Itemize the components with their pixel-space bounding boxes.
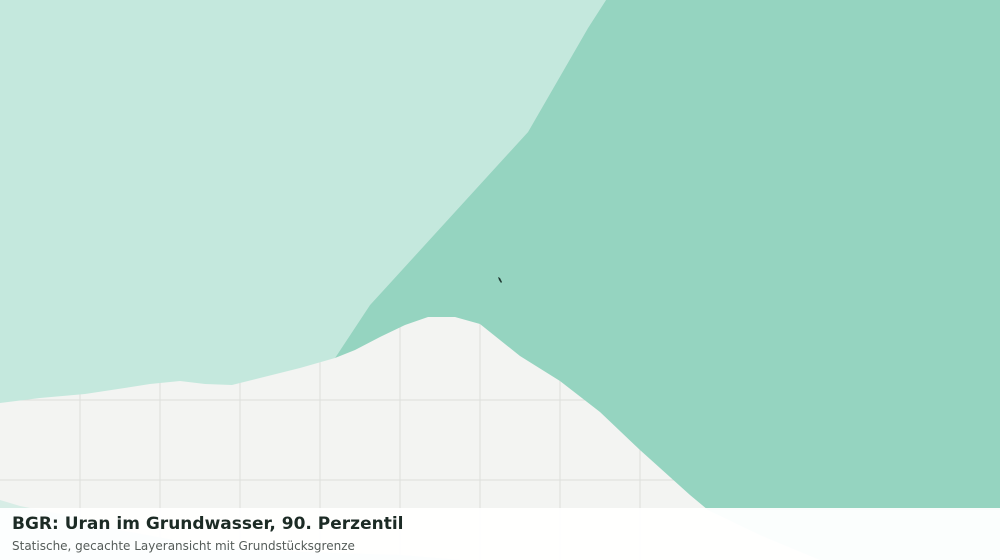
map-area-low-class[interactable] — [0, 0, 606, 403]
parcel-boundary-marker[interactable] — [498, 277, 502, 283]
map-caption: BGR: Uran im Grundwasser, 90. Perzentil … — [0, 508, 1000, 560]
caption-subtitle: Statische, gecachte Layeransicht mit Gru… — [12, 539, 355, 553]
map-area-high-class[interactable] — [335, 0, 1000, 510]
caption-title: BGR: Uran im Grundwasser, 90. Perzentil — [12, 514, 404, 534]
